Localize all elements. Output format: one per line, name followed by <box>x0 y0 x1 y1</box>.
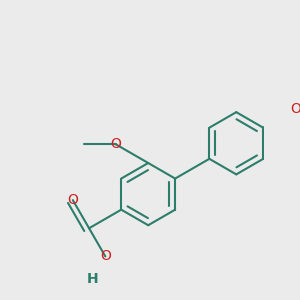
Text: O: O <box>100 249 111 263</box>
Text: O: O <box>68 193 78 207</box>
Text: O: O <box>111 137 122 152</box>
Text: O: O <box>290 102 300 116</box>
Text: H: H <box>87 272 98 286</box>
